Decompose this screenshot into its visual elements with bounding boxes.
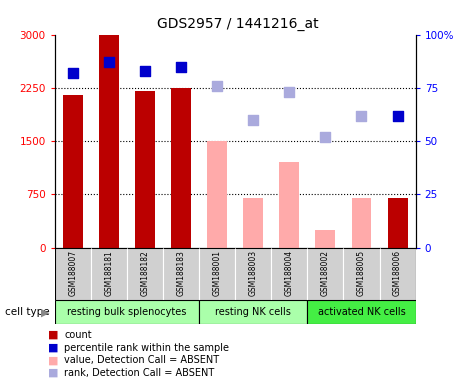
Bar [307,248,343,300]
Point [322,134,329,140]
Point [249,117,257,123]
Text: GSM188005: GSM188005 [357,250,366,296]
Text: ■: ■ [48,343,58,353]
Text: ▶: ▶ [41,307,50,317]
Text: value, Detection Call = ABSENT: value, Detection Call = ABSENT [64,355,219,365]
Bar [199,300,307,324]
Text: GSM188001: GSM188001 [213,250,221,296]
Bar [91,248,127,300]
Bar [163,248,199,300]
Text: GSM188006: GSM188006 [393,250,402,296]
Bar [127,248,163,300]
Point [358,113,365,119]
Point [141,68,149,74]
Point [177,63,185,70]
Text: ■: ■ [48,355,58,365]
Bar [63,95,83,248]
Bar [55,300,199,324]
Bar [235,248,271,300]
Bar [343,248,380,300]
Bar [352,198,371,248]
Point [285,89,293,95]
Bar [135,91,155,248]
Bar [307,300,416,324]
Bar [279,162,299,248]
Bar [380,248,416,300]
Text: cell type: cell type [5,307,49,317]
Text: GSM188181: GSM188181 [104,250,113,296]
Bar [55,248,91,300]
Text: activated NK cells: activated NK cells [318,307,405,317]
Text: ■: ■ [48,330,58,340]
Text: rank, Detection Call = ABSENT: rank, Detection Call = ABSENT [64,368,214,378]
Text: GSM188002: GSM188002 [321,250,330,296]
Bar [388,198,408,248]
Point [394,113,401,119]
Point [213,83,221,89]
Bar [171,88,191,248]
Point [105,59,113,65]
Bar [243,198,263,248]
Text: count: count [64,330,92,340]
Text: GSM188182: GSM188182 [141,250,149,296]
Text: GSM188183: GSM188183 [177,250,185,296]
Text: GDS2957 / 1441216_at: GDS2957 / 1441216_at [157,17,318,31]
Text: GSM188007: GSM188007 [68,250,77,296]
Text: resting NK cells: resting NK cells [215,307,291,317]
Text: ■: ■ [48,368,58,378]
Text: GSM188004: GSM188004 [285,250,294,296]
Text: resting bulk splenocytes: resting bulk splenocytes [67,307,187,317]
Text: GSM188003: GSM188003 [249,250,257,296]
Point [69,70,76,76]
Bar [199,248,235,300]
Bar [207,141,227,248]
Bar [271,248,307,300]
Text: percentile rank within the sample: percentile rank within the sample [64,343,229,353]
Bar [99,35,119,248]
Bar [315,230,335,248]
